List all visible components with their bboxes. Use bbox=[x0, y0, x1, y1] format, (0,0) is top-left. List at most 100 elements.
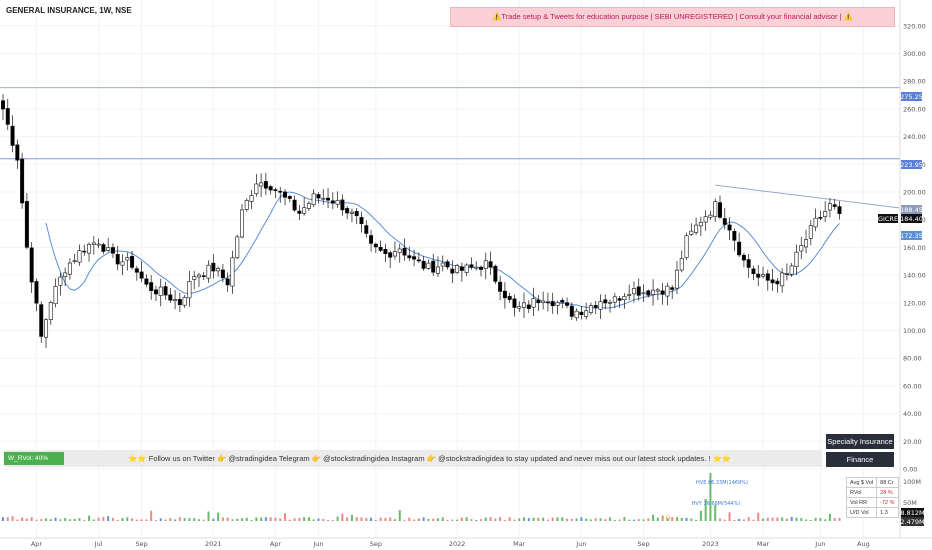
volume-bar bbox=[766, 517, 769, 521]
volume-bar bbox=[499, 517, 502, 521]
y-tick-label: 20.00 bbox=[903, 438, 922, 446]
candle-body bbox=[536, 299, 541, 304]
candle-body bbox=[268, 186, 273, 191]
volume-bar bbox=[97, 517, 100, 521]
volume-bar bbox=[513, 519, 516, 521]
volume-bar bbox=[642, 519, 645, 521]
volume-bar bbox=[355, 517, 358, 521]
volume-bar bbox=[169, 518, 172, 521]
candle-body bbox=[694, 224, 699, 233]
candle-body bbox=[72, 260, 77, 263]
candle-body bbox=[560, 300, 565, 303]
volume-bar bbox=[680, 517, 683, 521]
volume-bar bbox=[809, 519, 812, 521]
volume-bar bbox=[298, 518, 301, 521]
candle-body bbox=[67, 262, 72, 275]
volume-bar bbox=[350, 514, 353, 521]
volume-bar bbox=[785, 518, 788, 521]
volume-bars bbox=[2, 473, 841, 521]
volume-bar bbox=[427, 518, 430, 521]
candle-body bbox=[435, 266, 440, 274]
candle-body bbox=[832, 204, 837, 207]
x-tick-label: Aug bbox=[857, 540, 870, 548]
volume-bar bbox=[632, 519, 635, 521]
candle-body bbox=[5, 108, 10, 125]
volume-bar bbox=[647, 518, 650, 521]
x-axis[interactable]: Apr Jul Sep 2021 Apr Jun Sep 2022 Mar Jun Sep 2023 M… bbox=[31, 540, 870, 548]
volume-bar bbox=[178, 517, 181, 521]
volume-bar bbox=[685, 517, 688, 521]
candle-body bbox=[545, 301, 550, 304]
volume-bar bbox=[140, 519, 143, 521]
candle-body bbox=[478, 266, 483, 270]
candle-body bbox=[765, 273, 770, 281]
candle-body bbox=[550, 301, 555, 307]
price-tags: 275.25 223.95 188.45 GICRE 184.40 172.35… bbox=[666, 92, 925, 526]
candle-body bbox=[354, 211, 359, 217]
candle-body bbox=[349, 211, 354, 214]
volume-bar bbox=[422, 517, 425, 521]
candle-body bbox=[579, 311, 584, 315]
volume-bar bbox=[828, 513, 831, 521]
volume-bar bbox=[742, 519, 745, 521]
stats-row: Avg $ Vol 88 Cr bbox=[845, 477, 899, 488]
stats-row: RVol 28 % bbox=[845, 487, 899, 498]
candle-body bbox=[24, 201, 29, 248]
volume-bar bbox=[795, 517, 798, 521]
hve-annotation: HVE 86.33M(1469%) bbox=[696, 480, 748, 486]
volume-bar bbox=[675, 517, 678, 521]
volume-bar bbox=[470, 519, 473, 521]
candle-body bbox=[588, 305, 593, 313]
candle-body bbox=[799, 245, 804, 252]
candle-body bbox=[421, 260, 426, 269]
candle-body bbox=[316, 194, 321, 199]
candle-body bbox=[153, 289, 158, 295]
candle-body bbox=[287, 196, 292, 199]
candle-body bbox=[359, 217, 364, 225]
candle-body bbox=[780, 272, 785, 287]
volume-axis-label: 50M bbox=[903, 499, 917, 507]
candle-body bbox=[106, 247, 111, 251]
volume-bar bbox=[628, 519, 631, 521]
hvy-annotation: HVY 36.68M(544%) bbox=[692, 501, 741, 507]
volume-bar bbox=[838, 518, 841, 521]
volume-bar bbox=[503, 519, 506, 521]
volume-bar bbox=[542, 517, 545, 521]
volume-bar bbox=[68, 519, 71, 521]
disclaimer-banner: ⚠️Trade setup & Tweets for education pur… bbox=[450, 7, 895, 27]
volume-bar bbox=[609, 517, 612, 521]
x-tick-label: Apr bbox=[31, 540, 43, 548]
volume-bar bbox=[83, 519, 86, 521]
volume-bar bbox=[212, 518, 215, 521]
stats-value: 1.3 bbox=[876, 507, 899, 518]
candle-body bbox=[445, 261, 450, 268]
volume-bar bbox=[714, 505, 717, 521]
volume-axis-label: 100M bbox=[903, 478, 921, 486]
candle-body bbox=[20, 158, 25, 204]
industry-box: Specialty Insurance bbox=[826, 434, 894, 449]
volume-bar bbox=[2, 517, 4, 521]
y-tick-label: 160.00 bbox=[903, 244, 926, 252]
candle-body bbox=[665, 285, 670, 297]
volume-bar bbox=[661, 515, 664, 521]
x-tick-label: 2023 bbox=[702, 540, 719, 548]
volume-bar bbox=[59, 519, 62, 521]
volume-bar bbox=[365, 517, 368, 521]
volume-bar bbox=[73, 518, 76, 521]
volume-bar bbox=[25, 518, 28, 521]
candle-body bbox=[708, 214, 713, 218]
y-tick-label: 100.00 bbox=[903, 327, 926, 335]
volume-bar bbox=[379, 517, 382, 521]
candle-body bbox=[53, 285, 58, 305]
volume-bar bbox=[738, 518, 741, 521]
volume-bar bbox=[241, 518, 243, 521]
x-tick-label: Jun bbox=[575, 540, 586, 548]
volume-bar bbox=[30, 517, 33, 521]
candle-body bbox=[39, 304, 44, 337]
volume-bar bbox=[518, 518, 521, 521]
volume-bar bbox=[551, 517, 554, 521]
candle-body bbox=[321, 197, 326, 200]
volume-bar bbox=[327, 519, 330, 521]
candle-body bbox=[483, 260, 488, 270]
